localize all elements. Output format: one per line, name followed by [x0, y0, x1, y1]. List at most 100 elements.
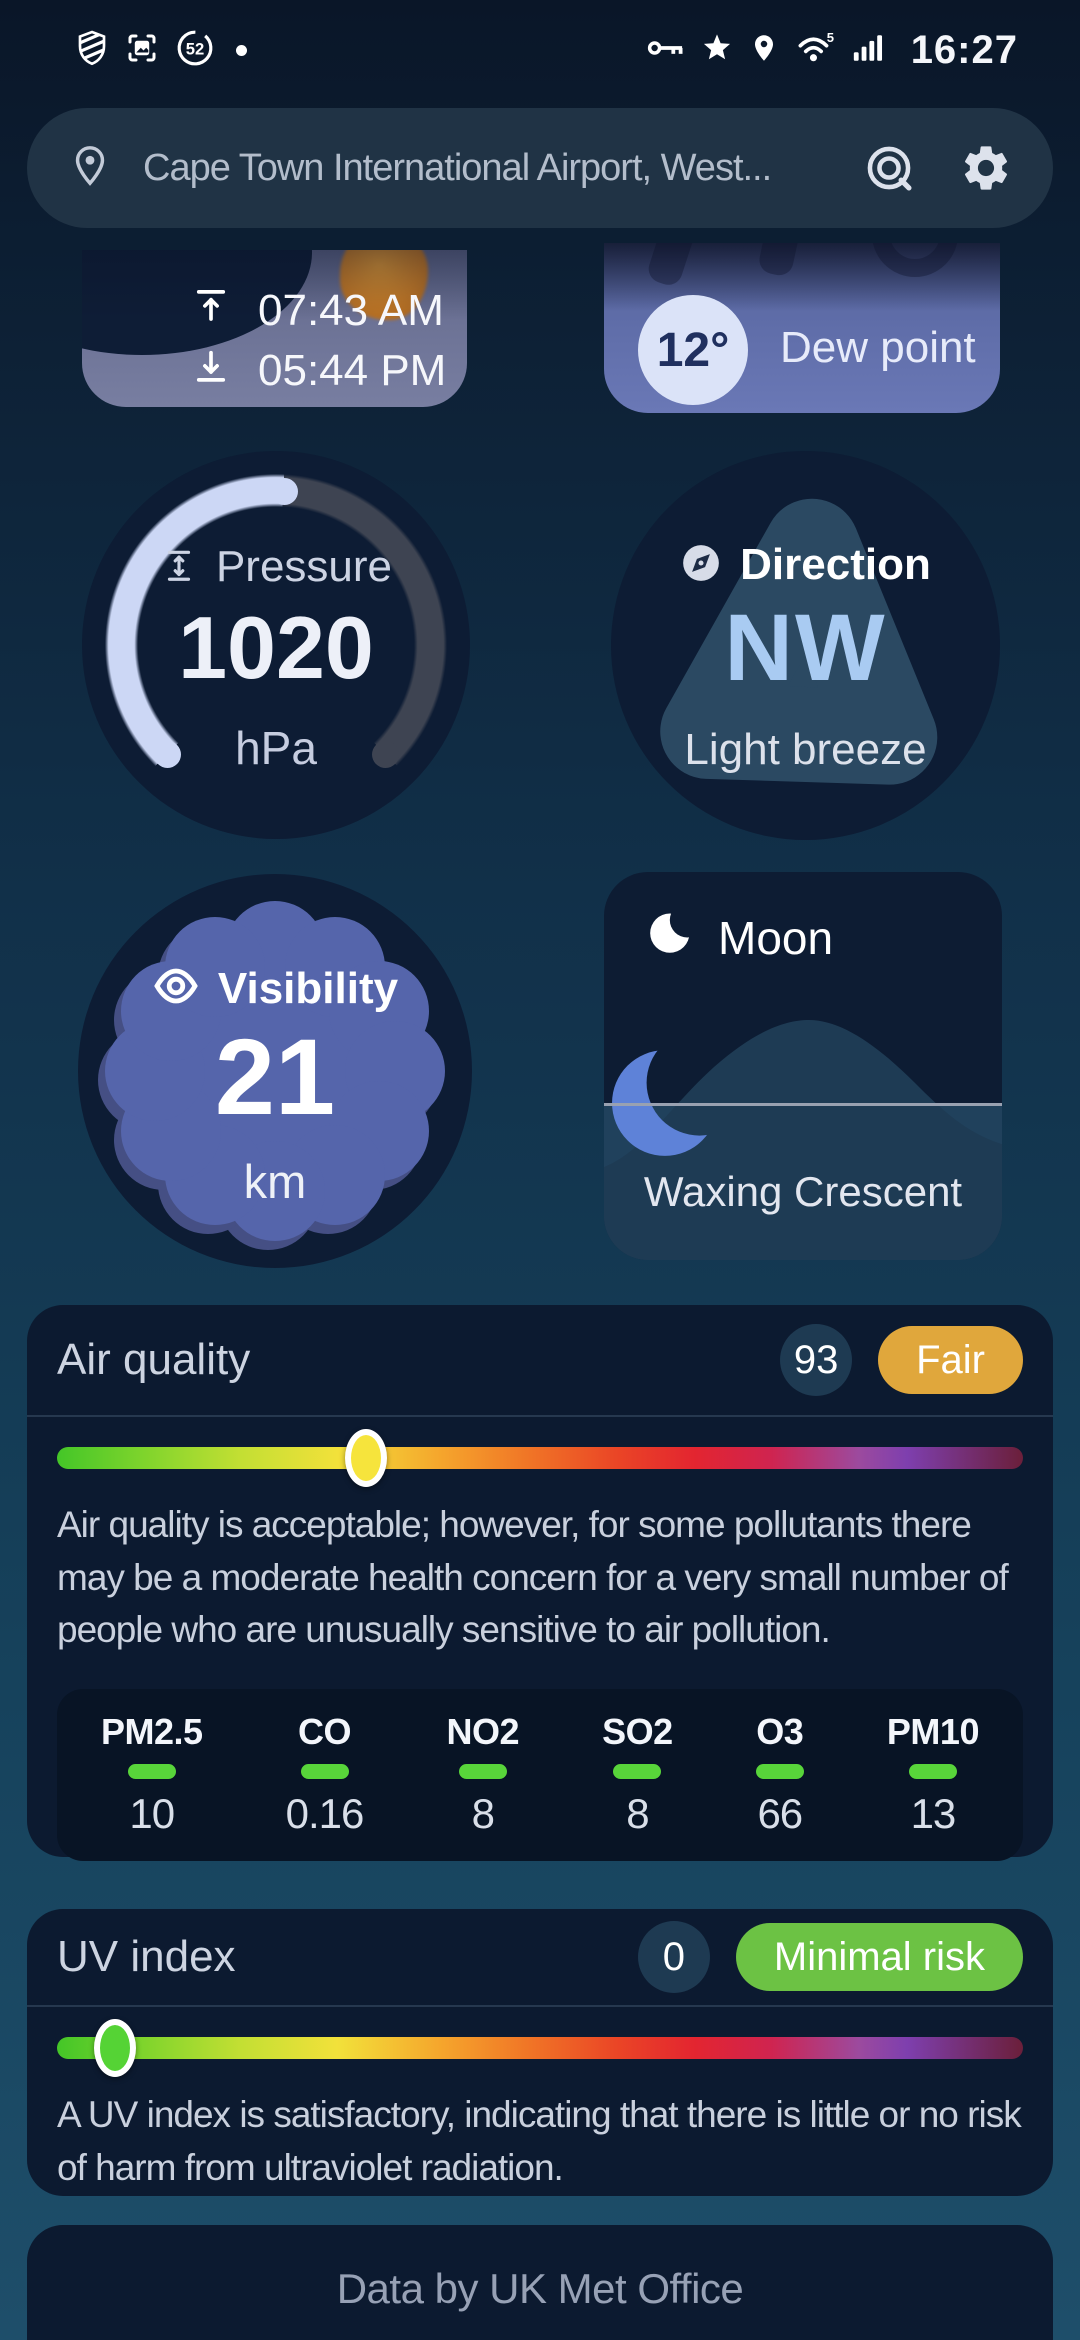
air-quality-rating-badge: Fair — [878, 1326, 1023, 1394]
visibility-tile: Visibility 21 km — [78, 874, 472, 1268]
pollutant-name: CO — [298, 1711, 352, 1753]
direction-label: Direction — [740, 540, 931, 589]
visibility-value: 21 — [214, 1016, 336, 1137]
pollutant-level-indicator — [613, 1764, 662, 1780]
ghost-shape — [756, 243, 806, 278]
sunset-icon — [190, 344, 232, 397]
divider — [27, 1415, 1053, 1417]
pollutant-name: O3 — [756, 1711, 804, 1753]
air-quality-description: Air quality is acceptable; however, for … — [57, 1504, 1009, 1651]
pressure-tile: Pressure 1020 hPa — [82, 451, 470, 839]
pollutant-level-indicator — [458, 1764, 507, 1780]
direction-value: NW — [724, 595, 887, 701]
air-quality-panel: Air quality 93 Fair Air quality is accep… — [27, 1305, 1053, 1861]
sunrise-icon — [190, 284, 232, 337]
pollutant-level-indicator — [755, 1764, 804, 1780]
signal-icon — [851, 32, 885, 69]
status-bar-left: 52 — [76, 29, 247, 72]
dew-point-card: 12° Dew point — [604, 243, 1000, 413]
pollutant-level-indicator — [300, 1764, 349, 1780]
pollutant-value: 8 — [471, 1790, 495, 1838]
visibility-label: Visibility — [217, 963, 399, 1013]
pressure-icon — [160, 546, 198, 589]
wifi-icon: 5 — [795, 29, 835, 70]
moon-icon — [648, 908, 696, 967]
uv-index-title: UV index — [57, 1932, 236, 1981]
eye-icon — [152, 962, 200, 1015]
pressure-unit: hPa — [235, 722, 317, 774]
search-bar[interactable]: Cape Town International Airport, West... — [27, 108, 1053, 228]
pollutants-strip: PM2.5 10 CO 0.16 NO2 8 SO2 8 O3 — [57, 1688, 1023, 1861]
gauge-cap — [154, 741, 181, 768]
pollutant-name: PM10 — [886, 1711, 980, 1753]
screenshot-icon — [124, 30, 160, 71]
counter-badge-icon: 52 — [176, 29, 214, 72]
horizon-line — [604, 1103, 1002, 1106]
ghost-shape — [872, 243, 958, 277]
status-time: 16:27 — [910, 27, 1018, 72]
dew-point-label: Dew point — [780, 323, 976, 372]
pollutant-item: O3 66 — [755, 1711, 804, 1838]
wind-direction-tile: Direction NW Light breeze — [611, 451, 1000, 840]
uv-index-badge: 0 — [637, 1921, 710, 1993]
air-quality-scale-marker — [345, 1429, 388, 1487]
pollutant-item: PM10 13 — [886, 1711, 980, 1838]
air-quality-index-badge: 93 — [780, 1324, 853, 1396]
sunrise-row: 07:43 AM — [190, 284, 444, 337]
direction-blob-shape — [660, 498, 938, 785]
location-icon — [749, 32, 779, 69]
shield-icon — [76, 30, 108, 71]
compass-icon — [680, 542, 722, 589]
air-quality-scale — [57, 1429, 1023, 1487]
pollutant-name: NO2 — [446, 1711, 520, 1753]
pressure-gauge — [92, 461, 460, 829]
ghost-shape — [645, 243, 701, 289]
gauge-cap — [372, 741, 399, 768]
visibility-flower-shape — [98, 901, 445, 1250]
attribution-text: Data by UK Met Office — [336, 2265, 744, 2312]
search-location-text[interactable]: Cape Town International Airport, West... — [143, 146, 772, 189]
pollutant-value: 66 — [757, 1790, 803, 1838]
visibility-unit: km — [243, 1155, 307, 1208]
air-quality-title: Air quality — [57, 1335, 251, 1384]
uv-rating-badge: Minimal risk — [735, 1923, 1023, 1991]
pressure-label: Pressure — [215, 542, 393, 591]
location-pin-icon — [67, 143, 113, 194]
divider — [27, 2005, 1053, 2007]
pollutant-value: 10 — [129, 1790, 175, 1838]
uv-index-panel: UV index 0 Minimal risk A UV index is sa… — [27, 1909, 1053, 2196]
dew-point-value: 12° — [656, 323, 730, 377]
status-bar: 52 — [0, 0, 1080, 100]
moon-tile: Moon Waxing Crescent — [604, 872, 1002, 1260]
pollutant-item: CO 0.16 — [285, 1711, 365, 1838]
pollutant-name: PM2.5 — [101, 1711, 203, 1753]
star-icon — [701, 32, 733, 69]
pollutant-name: SO2 — [602, 1711, 673, 1753]
uv-scale-marker — [93, 2019, 136, 2077]
status-bar-right: 5 16:27 — [647, 28, 1018, 73]
counter-badge-value: 52 — [186, 39, 204, 58]
settings-button[interactable] — [959, 141, 1013, 195]
pollutant-value: 13 — [910, 1790, 957, 1838]
pollutant-item: SO2 8 — [602, 1711, 673, 1838]
uv-description: A UV index is satisfactory, indicating t… — [57, 2094, 1022, 2188]
uv-scale — [57, 2019, 1023, 2077]
locate-button[interactable] — [863, 142, 915, 194]
attribution-panel: Data by UK Met Office — [27, 2225, 1053, 2340]
moon-label: Moon — [718, 911, 834, 964]
gauge-cap — [271, 478, 298, 505]
pollutant-level-indicator — [127, 1764, 176, 1780]
pollutant-item: NO2 8 — [447, 1711, 520, 1838]
moon-phase-text: Waxing Crescent — [643, 1168, 963, 1215]
pollutant-value: 8 — [626, 1790, 649, 1838]
direction-description: Light breeze — [684, 725, 927, 774]
pollutant-level-indicator — [908, 1764, 957, 1780]
sunset-row: 05:44 PM — [190, 344, 446, 397]
dew-point-value-circle: 12° — [638, 295, 748, 405]
pollutant-value: 0.16 — [285, 1790, 365, 1838]
vpn-key-icon — [647, 33, 685, 68]
pressure-value: 1020 — [178, 598, 374, 697]
sunset-time: 05:44 PM — [258, 345, 447, 395]
wifi-generation-label: 5 — [826, 31, 833, 45]
